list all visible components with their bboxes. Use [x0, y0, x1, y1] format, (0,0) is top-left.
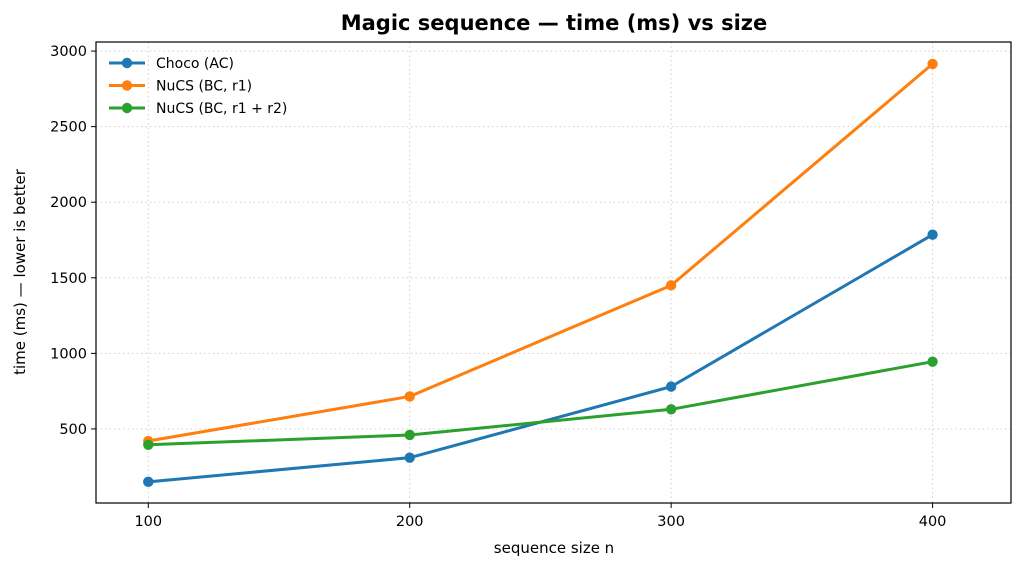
y-tick-label: 2000	[50, 195, 87, 211]
legend-swatch-marker	[121, 80, 133, 91]
data-point	[665, 404, 677, 415]
data-point	[143, 439, 154, 451]
data-point	[665, 381, 677, 392]
y-tick-label: 3000	[50, 44, 87, 60]
data-point	[404, 452, 415, 463]
y-tick-label: 1500	[50, 271, 87, 287]
legend-item-label: NuCS (BC, r1)	[156, 79, 252, 95]
data-point	[404, 429, 415, 441]
x-axis-label: sequence size n	[494, 539, 614, 557]
series-line-3	[148, 360, 933, 447]
x-tick-label: 300	[657, 514, 685, 530]
y-tick-label: 2500	[50, 120, 87, 136]
legend-swatch-marker	[121, 57, 133, 69]
plot-frame	[95, 41, 1012, 504]
grid	[96, 42, 1011, 503]
x-tick-label: 200	[396, 514, 424, 530]
y-axis-label: time (ms) — lower is better	[11, 168, 29, 375]
legend: Choco (AC) NuCS (BC, r1) NuCS (BC, r1 + r2…	[109, 56, 287, 117]
data-point	[143, 476, 154, 488]
legend-item-label: Choco (AC)	[156, 56, 234, 72]
series-line-2	[148, 62, 934, 443]
data-point	[927, 356, 938, 367]
x-tick-label: 100	[134, 514, 162, 530]
chart-title: Magic sequence — time (ms) vs size	[341, 11, 768, 35]
data-point	[927, 229, 938, 240]
y-tick-label: 500	[59, 422, 87, 438]
x-tick-label: 400	[919, 514, 947, 530]
axis-ticks: 100 200 300 400 500 1000 1500 2000 2500 3000	[50, 44, 946, 530]
legend-swatch-marker	[121, 102, 133, 114]
legend-item-label: NuCS (BC, r1 + r2)	[156, 101, 287, 117]
series-layer	[143, 58, 938, 488]
data-point	[665, 280, 677, 291]
series-line-1	[148, 233, 934, 484]
y-tick-label: 1000	[50, 346, 87, 362]
data-point	[404, 391, 415, 402]
data-point	[927, 58, 938, 70]
